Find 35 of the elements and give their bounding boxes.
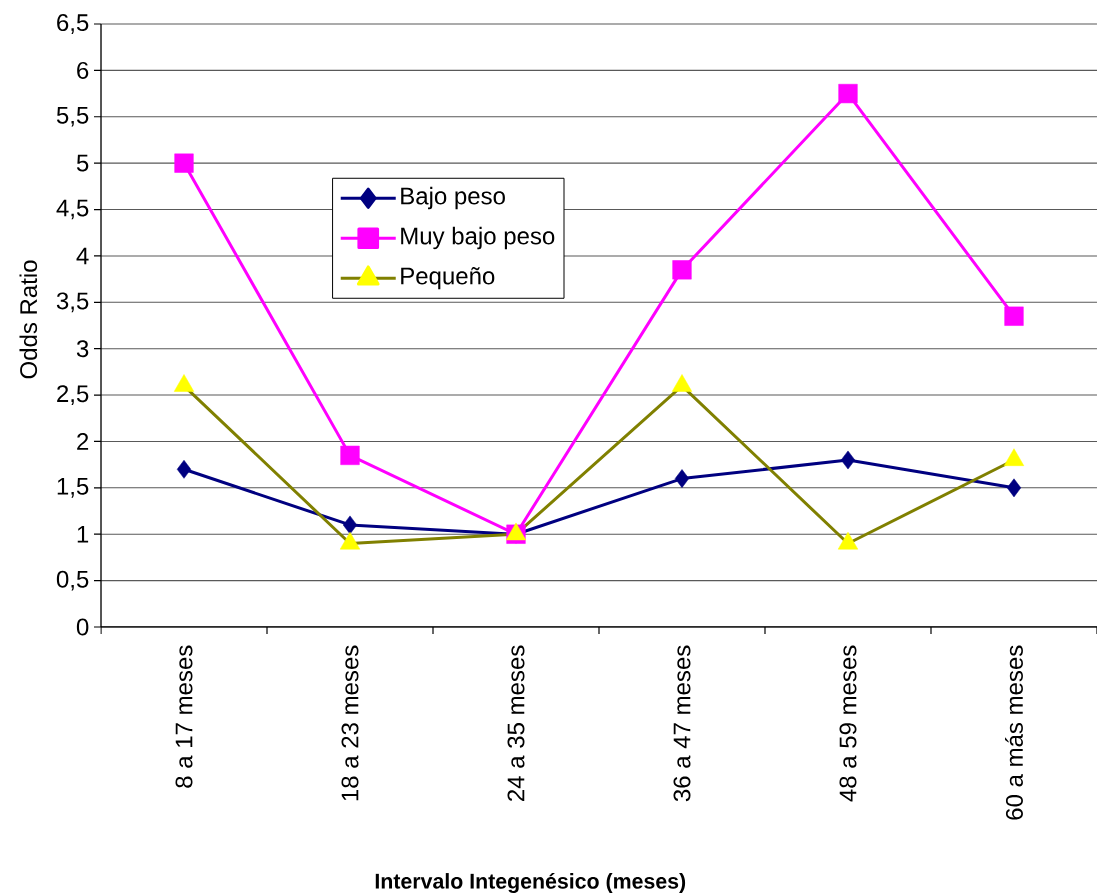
point [672,260,692,280]
point [838,83,858,104]
y-tick-label: 4 [76,247,89,265]
point [176,459,192,479]
x-tick-label: 8 a 17 meses [175,645,193,788]
x-tick-label: 18 a 23 meses [341,645,359,801]
legend-label: Pequeño [401,267,495,290]
y-tick-label: 0,5 [56,570,89,591]
legend-label: Bajo peso [401,186,505,210]
x-axis-title: Intervalo Integenésico (meses) [375,872,686,894]
x-tick-label: 24 a 35 meses [507,645,525,801]
point [840,450,856,470]
y-tick-label: 3 [76,340,89,358]
point [1004,306,1024,326]
y-tick-label: 6,5 [57,14,89,34]
point [1006,478,1022,498]
y-tick-label: 1,5 [57,478,89,498]
x-tick-label: 48 a 59 meses [839,645,857,802]
point [174,153,194,173]
legend-label: Muy bajo peso [401,226,555,250]
y-tick-label: 5,5 [56,106,89,127]
point [342,515,358,535]
x-tick-label: 36 a 47 meses [673,645,691,802]
y-tick-label: 6 [77,61,89,79]
y-tick-label: 1 [77,525,89,543]
y-tick-label: 0 [76,618,89,636]
y-tick-label: 2,5 [57,385,89,405]
y-tick-label: 3,5 [56,292,89,313]
point [674,469,690,488]
y-axis-title: Odds Ratio [19,260,38,379]
point [340,445,360,465]
x-tick-label: 60 a más meses [1005,645,1023,820]
y-tick-label: 2 [77,433,89,450]
y-tick-label: 5 [76,154,89,172]
y-tick-label: 4,5 [56,199,89,220]
